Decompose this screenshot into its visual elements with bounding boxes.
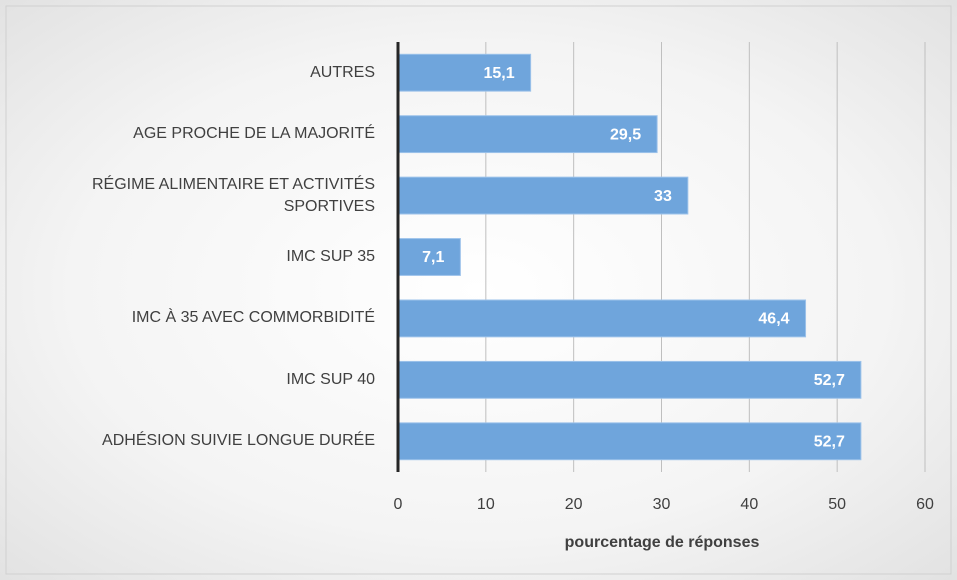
bar xyxy=(397,115,658,154)
x-tick-label: 40 xyxy=(740,496,758,513)
data-label: 15,1 xyxy=(483,65,514,82)
bar xyxy=(397,422,862,461)
x-tick-label: 50 xyxy=(828,496,846,513)
y-tick-label: IMC À 35 AVEC COMMORBIDITÉ xyxy=(131,309,375,327)
data-label: 33 xyxy=(654,188,672,205)
y-tick-label: IMC SUP 35 xyxy=(286,248,375,265)
bar xyxy=(397,176,689,215)
x-tick-label: 20 xyxy=(565,496,583,513)
y-tick-label: ADHÉSION SUIVIE LONGUE DURÉE xyxy=(102,432,375,450)
data-label: 7,1 xyxy=(422,249,444,266)
y-tick-label: RÉGIME ALIMENTAIRE ET ACTIVITÉS SPORTIVE… xyxy=(91,175,375,215)
x-tick-label: 60 xyxy=(916,496,934,513)
x-axis-title: pourcentage de réponses xyxy=(565,534,760,551)
x-tick-label: 10 xyxy=(477,496,495,513)
bar xyxy=(397,299,807,338)
bar xyxy=(397,53,532,92)
y-tick-label: AGE PROCHE DE LA MAJORITÉ xyxy=(133,125,375,143)
y-tick-label: IMC SUP 40 xyxy=(286,370,375,388)
data-label: 52,7 xyxy=(814,372,845,389)
data-label: 46,4 xyxy=(758,311,789,328)
x-tick-label: 0 xyxy=(394,496,403,513)
x-tick-label: 30 xyxy=(653,496,671,513)
y-tick-label: AUTRES xyxy=(310,63,375,81)
bar xyxy=(397,360,862,399)
data-label: 52,7 xyxy=(814,434,845,451)
chart-border xyxy=(5,5,952,575)
data-label: 29,5 xyxy=(610,126,641,143)
